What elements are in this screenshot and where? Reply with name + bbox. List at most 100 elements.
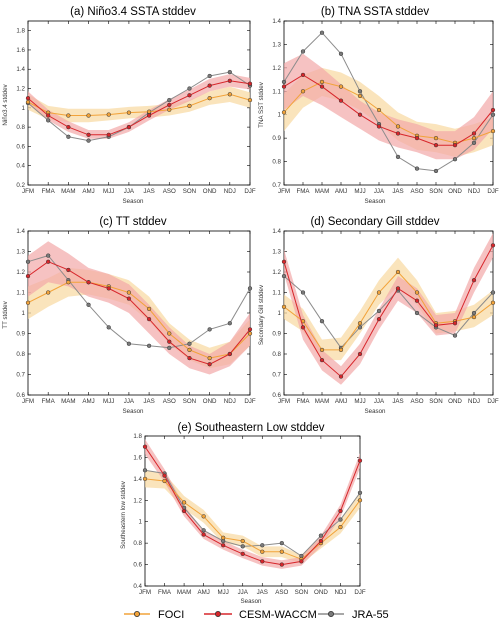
- panel-a-xtick-label: FMA: [42, 188, 56, 195]
- panel-b-xtick-label: MAM: [315, 188, 329, 195]
- panel-d-xtick-label: MJJ: [354, 398, 365, 405]
- panel-e-foci-point: [240, 538, 245, 544]
- panel-d-cesm-point: [452, 321, 458, 326]
- panel-a-xtick-label: MJJ: [103, 188, 114, 195]
- panel-e-cesm-line: [144, 446, 361, 566]
- panel-c-cesm-point: [247, 327, 253, 332]
- panel-d-jra-point: [300, 290, 306, 295]
- panel-c-jra-point: [25, 259, 31, 264]
- panel-c-foci-point: [46, 290, 51, 295]
- panel-c-cesm-point: [146, 317, 152, 322]
- panel-c-ytick-label: 1.2: [16, 269, 25, 276]
- panel-b-jra-point: [319, 30, 325, 35]
- panel-c-cesm-point: [126, 296, 132, 301]
- panel-a-cesm-point: [146, 113, 152, 118]
- panel-b-foci-line: [283, 81, 494, 144]
- panel-e-xtick-label: MAM: [177, 589, 191, 596]
- panel-e-xtick-label: SON: [295, 589, 308, 596]
- panel-a-foci-point: [247, 97, 253, 103]
- panel-b-ytick-label: 1.1: [272, 88, 281, 95]
- panel-e-frame: [144, 435, 361, 587]
- panel-b-foci-point: [338, 84, 344, 89]
- panel-a-xtick-label: JAS: [143, 188, 154, 195]
- panel-a: (a) Niño3.4 SSTA stddev 0.2 0.4 0.6 0.8 1 1.2…: [2, 6, 256, 205]
- panel-c-ytick-label: 0.9: [16, 331, 25, 338]
- panel-d-cesm-point: [281, 259, 287, 264]
- panel-d-cesm-point: [471, 278, 477, 283]
- panel-d: (d) Secondary Gill stddev 0.6 0.7 0.8 0.9 1 1…: [258, 216, 499, 415]
- panel-e-cesm-point: [181, 508, 187, 514]
- panel-b-foci-point: [395, 124, 401, 129]
- panel-c-cesm-point: [207, 362, 212, 367]
- legend-foci-swatch-marker: [133, 611, 140, 617]
- panel-a-jra-point: [46, 118, 51, 123]
- panel-b-cesm-point: [319, 84, 325, 89]
- panel-c-ytick-label: 1: [22, 310, 26, 317]
- panel-b-ytick-label: 1.4: [272, 18, 281, 25]
- panel-c-jra-point: [86, 302, 91, 307]
- panel-e-foci-point: [260, 549, 265, 554]
- panel-b-jra-point: [281, 79, 287, 85]
- panel-c-jra-point: [207, 327, 212, 332]
- panel-e-ytick-label: 0.6: [133, 562, 142, 569]
- panel-c-xtick-label: JJA: [124, 398, 135, 405]
- panel-a-cesm-point: [187, 93, 192, 98]
- panel-a-foci-point: [106, 112, 111, 117]
- panel-c-jra-line: [27, 255, 251, 349]
- panel-a-cesm-point: [106, 132, 111, 137]
- panel-c-xtick-label: JFM: [22, 398, 34, 405]
- panel-e-xtick-label: OND: [314, 589, 328, 596]
- panel-a-xtick-label: JJA: [124, 188, 135, 195]
- panel-e-foci-point: [162, 478, 167, 484]
- panel-a-cesm-point: [46, 113, 51, 118]
- legend-foci-label: FOCI: [158, 609, 184, 621]
- panel-d-jra-point: [414, 310, 420, 316]
- panel-e-xlabel: Season: [241, 598, 263, 605]
- panel-c-xlabel: Season: [123, 408, 145, 415]
- panel-b: (b) TNA SSTA stddev 0.7 0.8 0.9 1 1.1 1.2 1.3 1…: [258, 6, 499, 205]
- panel-d-cesm-line: [283, 245, 494, 378]
- panel-d-foci-spread-band: [284, 257, 493, 361]
- panel-b-ytick-label: 1.2: [272, 65, 281, 72]
- panel-a-foci-spread-band: [28, 86, 250, 123]
- panel-a-ytick-label: 0.2: [16, 182, 25, 189]
- panel-b-foci-point: [281, 110, 287, 115]
- panel-b-foci-point: [433, 135, 439, 141]
- panel-d-foci-line: [283, 271, 494, 351]
- panel-d-jra-point: [471, 310, 477, 316]
- panel-a-title: (a) Niño3.4 SSTA stddev: [70, 6, 196, 18]
- panel-a-xtick-label: MAM: [61, 188, 75, 195]
- panel-b-jra-point: [357, 89, 363, 94]
- panel-c-ytick-label: 0.6: [16, 392, 25, 399]
- legend-jra-label: JRA-55: [352, 609, 389, 621]
- panel-d-xtick-label: NDJ: [468, 398, 480, 405]
- panel-e-jra-point: [357, 490, 363, 495]
- panel-a-jra-line: [27, 71, 251, 142]
- panel-e-ytick-label: 1.4: [133, 476, 142, 483]
- panel-d-cesm-point: [376, 317, 382, 322]
- panel-b-jra-point: [490, 112, 496, 117]
- panel-a-foci-point: [86, 113, 91, 118]
- panel-e-foci-spread-band: [145, 470, 360, 564]
- legend-item-jra: JRA-55: [318, 609, 389, 621]
- panel-a-foci-point: [227, 92, 232, 97]
- panel-a-jra-point: [167, 97, 172, 103]
- panel-b-cesm-point: [300, 72, 306, 78]
- panel-d-jra-point: [281, 273, 287, 279]
- panel-c-ylabel: TT stddev: [2, 300, 9, 328]
- panel-d-jra-point: [357, 325, 363, 330]
- panel-c-foci-point: [187, 347, 192, 353]
- panel-b-foci-point: [490, 128, 496, 134]
- panel-b-ytick-label: 0.7: [272, 182, 281, 189]
- panel-a-jra-point: [187, 86, 192, 91]
- panel-c-cesm-point: [227, 351, 232, 357]
- panel-e-jra-point: [201, 528, 206, 533]
- panel-d-cesm-point: [300, 325, 306, 330]
- panel-e-xtick-label: JAS: [257, 589, 268, 596]
- panel-b-cesm-point: [490, 107, 496, 113]
- panel-d-xtick-label: MAM: [315, 398, 329, 405]
- panel-c-cesm-line: [27, 261, 251, 365]
- panel-b-jra-line: [283, 31, 494, 172]
- panel-d-plot: 0.6 0.7 0.8 0.9 1 1.1 1.2 1.3 1.4 JFM FMA MAM AMJ MJJ…: [272, 228, 498, 405]
